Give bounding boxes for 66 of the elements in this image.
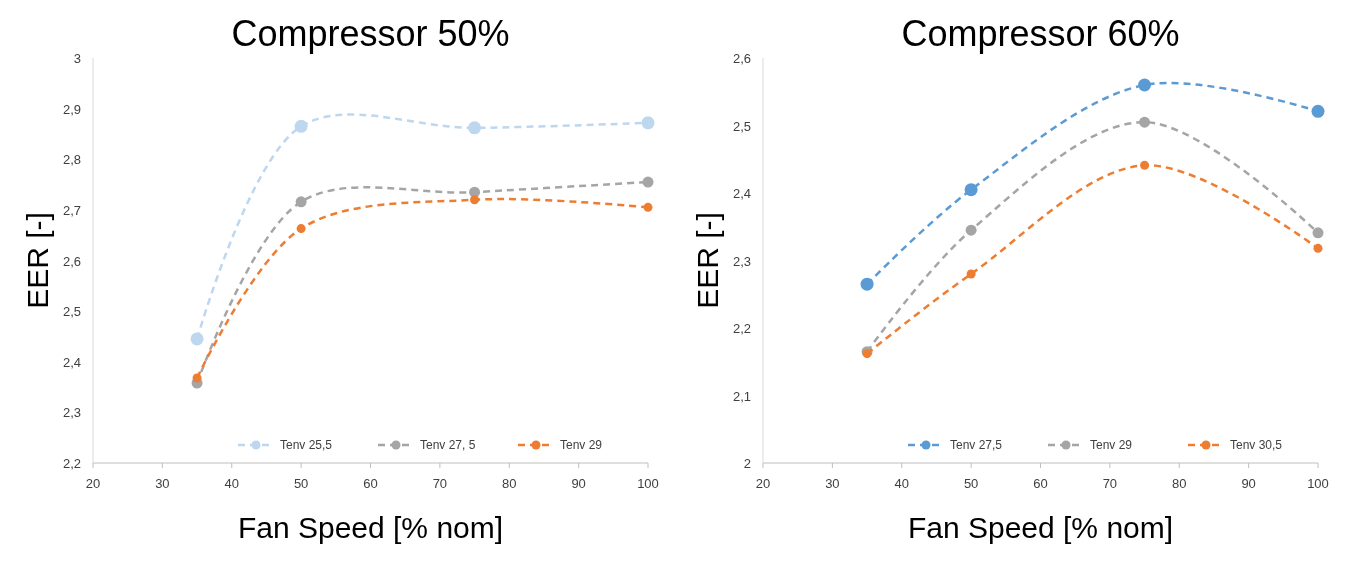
point <box>190 332 204 346</box>
y-tick-label: 2,6 <box>732 51 751 66</box>
y-axis-title: EER [-] <box>691 212 724 309</box>
y-tick-label: 2,9 <box>62 101 81 117</box>
point <box>1140 160 1150 170</box>
y-tick-label: 3 <box>73 51 81 66</box>
y-tick-label: 2,3 <box>732 253 751 269</box>
x-tick-label: 30 <box>155 476 170 491</box>
legend-label: Tenv 25,5 <box>280 438 333 452</box>
x-tick-label: 100 <box>637 476 659 491</box>
y-tick-label: 2,1 <box>732 388 751 404</box>
x-tick-label: 90 <box>571 476 586 491</box>
x-tick-label: 20 <box>755 476 771 491</box>
point <box>1312 227 1324 239</box>
legend-label: Tenv 30,5 <box>1230 438 1283 452</box>
y-tick-label: 2,5 <box>62 304 81 320</box>
x-tick-label: 70 <box>432 476 448 491</box>
point <box>1313 243 1323 253</box>
x-tick-label: 40 <box>894 476 909 491</box>
y-tick-label: 2,3 <box>62 405 81 421</box>
point <box>964 183 978 197</box>
point <box>468 121 482 135</box>
y-tick-label: 2,7 <box>62 202 81 218</box>
x-tick-label: 90 <box>1241 476 1256 491</box>
y-tick-label: 2 <box>743 456 751 471</box>
point <box>966 269 976 279</box>
point <box>296 224 306 234</box>
point <box>642 176 654 188</box>
point <box>192 373 202 383</box>
y-tick-label: 2,5 <box>732 118 751 134</box>
x-tick-label: 100 <box>1307 476 1329 491</box>
x-axis-title: Fan Speed [% nom] <box>907 511 1174 544</box>
x-tick-label: 80 <box>502 476 517 491</box>
x-tick-label: 20 <box>85 476 101 491</box>
legend-label: Tenv 27,5 <box>950 438 1003 452</box>
y-tick-label: 2,8 <box>62 152 81 168</box>
y-axis-title: EER [-] <box>21 212 54 309</box>
point <box>1138 78 1152 92</box>
x-tick-label: 50 <box>963 476 979 491</box>
y-tick-label: 2,6 <box>62 253 81 269</box>
x-tick-label: 70 <box>1102 476 1118 491</box>
x-tick-label: 30 <box>825 476 840 491</box>
point <box>860 277 874 291</box>
y-tick-label: 2,4 <box>62 354 81 370</box>
chart-title: Compressor 50% <box>231 13 510 54</box>
point <box>1311 104 1325 118</box>
legend-label: Tenv 29 <box>560 438 603 452</box>
point <box>470 195 480 205</box>
legend-label: Tenv 29 <box>1090 438 1133 452</box>
x-tick-label: 60 <box>363 476 378 491</box>
y-tick-label: 2,4 <box>732 186 751 201</box>
point <box>643 202 653 212</box>
y-tick-label: 2,2 <box>62 456 81 471</box>
x-tick-label: 80 <box>1172 476 1187 491</box>
x-tick-label: 50 <box>293 476 309 491</box>
point <box>295 196 307 208</box>
point <box>641 116 655 130</box>
legend-label: Tenv 27, 5 <box>420 438 476 452</box>
point <box>1139 116 1151 128</box>
point <box>965 224 977 236</box>
x-axis-title: Fan Speed [% nom] <box>237 511 504 544</box>
y-tick-label: 2,2 <box>732 321 751 336</box>
x-tick-label: 60 <box>1033 476 1048 491</box>
x-tick-label: 40 <box>224 476 239 491</box>
chart-title: Compressor 60% <box>901 13 1180 54</box>
point <box>294 119 308 133</box>
